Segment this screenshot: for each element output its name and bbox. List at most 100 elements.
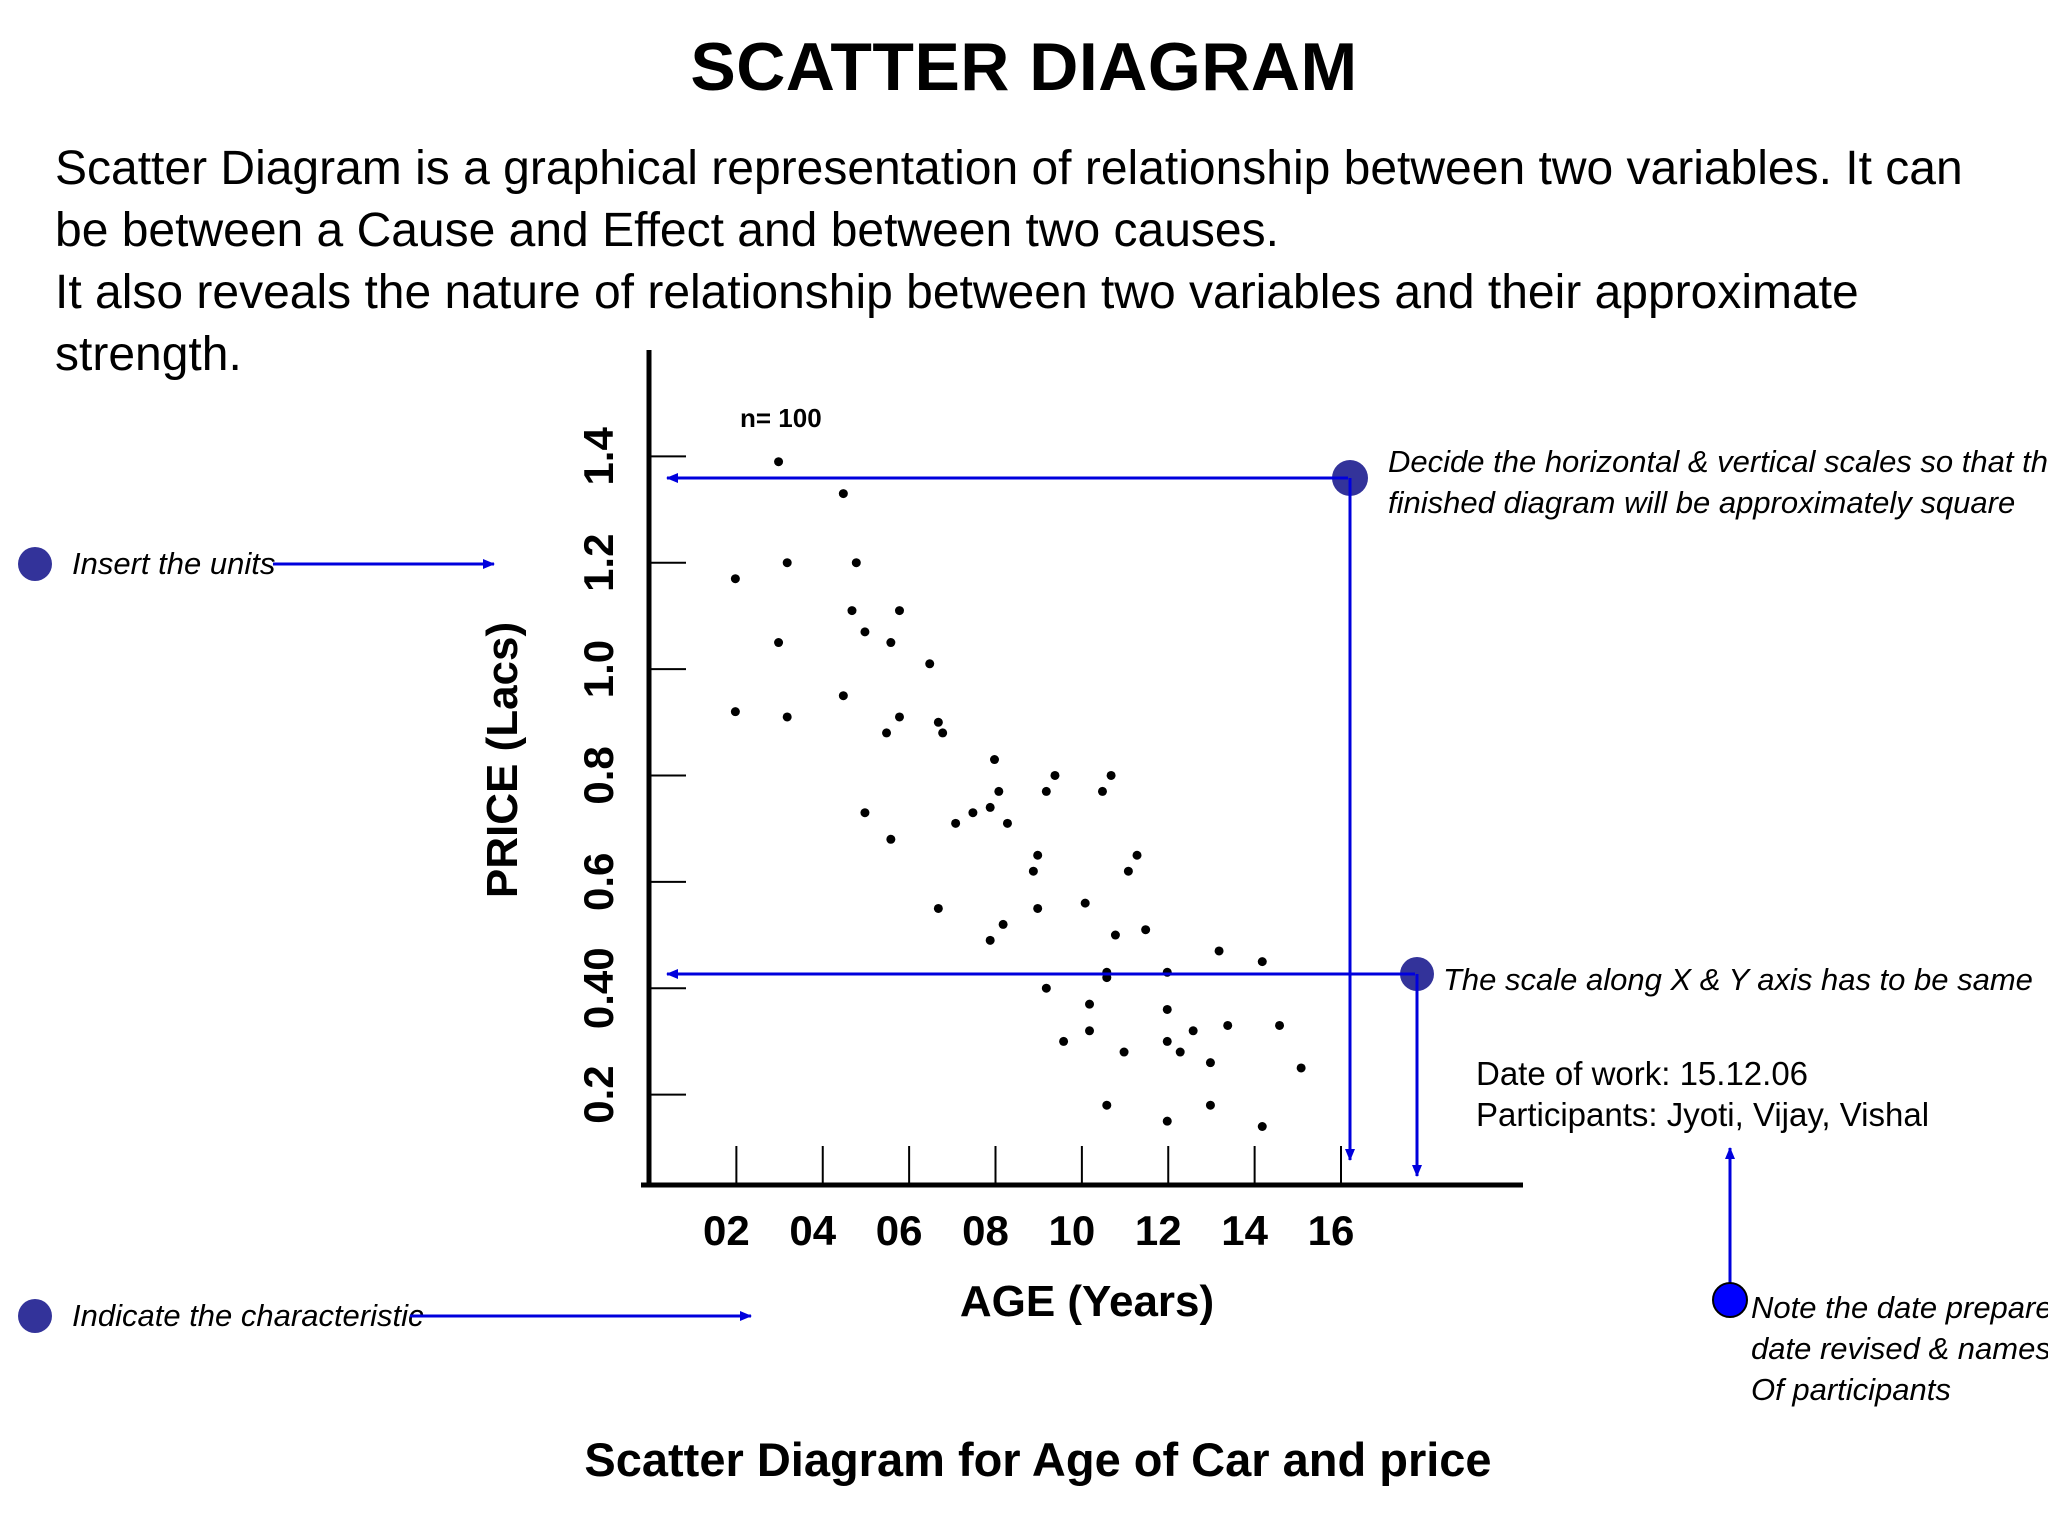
y-tick-label: 0.2	[575, 1065, 622, 1123]
data-point	[925, 659, 935, 669]
x-tick-label: 12	[1135, 1207, 1182, 1254]
annotation-insert-units: Insert the units	[72, 546, 275, 581]
data-point	[894, 606, 904, 616]
annotation-note-line-2: date revised & names	[1751, 1331, 2048, 1366]
data-point	[882, 728, 892, 738]
data-point	[1257, 1121, 1267, 1131]
data-points	[730, 457, 1306, 1131]
y-tick-label: 0.40	[575, 947, 622, 1029]
data-point	[886, 638, 896, 648]
data-point	[1205, 1100, 1215, 1110]
data-point	[1028, 866, 1038, 876]
annotation-square-line-2: finished diagram will be approximately s…	[1388, 485, 2015, 520]
bottom-caption: Scatter Diagram for Age of Car and price	[584, 1433, 1491, 1486]
data-point	[838, 691, 848, 701]
x-axis-ticks: 02 04 06 08 10 12 14 16	[703, 1146, 1354, 1254]
data-point	[1205, 1058, 1215, 1068]
data-point	[730, 707, 740, 717]
data-point	[1033, 903, 1043, 913]
data-point	[1162, 1004, 1172, 1014]
data-point	[1097, 786, 1107, 796]
date-of-work: Date of work: 15.12.06	[1476, 1055, 1808, 1092]
data-point	[1162, 1116, 1172, 1126]
data-point	[847, 606, 857, 616]
x-tick-label: 10	[1049, 1207, 1096, 1254]
data-point	[1257, 957, 1267, 967]
data-point	[1223, 1020, 1233, 1030]
page-title: SCATTER DIAGRAM	[690, 29, 1358, 105]
data-point	[1059, 1036, 1069, 1046]
data-point	[1296, 1063, 1306, 1073]
y-axis-ticks: 0.2 0.40 0.6 0.8 1.0 1.2 1.4	[575, 427, 686, 1124]
annotation-bullet-units	[18, 547, 52, 581]
x-tick-label: 14	[1221, 1207, 1268, 1254]
data-point	[886, 834, 896, 844]
data-point	[1102, 1100, 1112, 1110]
data-point	[1275, 1020, 1285, 1030]
annotation-note-line-3: Of participants	[1751, 1372, 1951, 1407]
data-point	[782, 558, 792, 568]
x-tick-label: 04	[789, 1207, 836, 1254]
intro-text: Scatter Diagram is a graphical represent…	[55, 138, 2015, 386]
y-axis-label: PRICE (Lacs)	[478, 622, 527, 898]
data-point	[998, 919, 1008, 929]
sample-size-label: n= 100	[740, 403, 822, 433]
x-axis-label: AGE (Years)	[960, 1277, 1214, 1326]
y-tick-label: 0.6	[575, 853, 622, 911]
annotation-bullet-note	[1712, 1282, 1748, 1318]
data-point	[860, 808, 870, 818]
data-point	[1119, 1047, 1129, 1057]
data-point	[1214, 946, 1224, 956]
intro-paragraph-2: It also reveals the nature of relationsh…	[55, 266, 1859, 381]
data-point	[1002, 818, 1012, 828]
data-point	[1132, 850, 1142, 860]
intro-paragraph-1: Scatter Diagram is a graphical represent…	[55, 142, 1963, 257]
x-tick-label: 06	[876, 1207, 923, 1254]
data-point	[1041, 786, 1051, 796]
data-point	[1033, 850, 1043, 860]
annotation-bullet-characteristic	[18, 1299, 52, 1333]
data-point	[1085, 1026, 1095, 1036]
data-point	[938, 728, 948, 738]
y-tick-label: 0.8	[575, 746, 622, 804]
data-point	[894, 712, 904, 722]
data-point	[782, 712, 792, 722]
data-point	[1123, 866, 1133, 876]
data-point	[1175, 1047, 1185, 1057]
data-point	[838, 489, 848, 499]
data-point	[1110, 930, 1120, 940]
data-point	[985, 802, 995, 812]
data-point	[1141, 925, 1151, 935]
data-point	[851, 558, 861, 568]
annotation-indicate-characteristic: Indicate the characteristic	[72, 1298, 424, 1333]
data-point	[774, 638, 784, 648]
y-tick-label: 1.4	[575, 427, 622, 486]
data-point	[994, 786, 1004, 796]
data-point	[1050, 770, 1060, 780]
data-point	[1188, 1026, 1198, 1036]
x-tick-label: 08	[962, 1207, 1009, 1254]
data-point	[990, 755, 999, 765]
y-tick-label: 1.2	[575, 534, 622, 592]
data-point	[933, 903, 943, 913]
x-tick-label: 02	[703, 1207, 750, 1254]
data-point	[951, 818, 961, 828]
data-point	[774, 457, 784, 467]
participants: Participants: Jyoti, Vijay, Vishal	[1476, 1096, 1929, 1133]
x-tick-label: 16	[1308, 1207, 1355, 1254]
annotation-square-line-1: Decide the horizontal & vertical scales …	[1388, 444, 2048, 479]
data-point	[730, 574, 740, 584]
data-point	[933, 717, 943, 727]
data-point	[1162, 1036, 1172, 1046]
data-point	[860, 627, 870, 637]
data-point	[1080, 898, 1090, 908]
data-point	[1085, 999, 1095, 1009]
data-point	[1106, 770, 1116, 780]
annotation-same-scale: The scale along X & Y axis has to be sam…	[1443, 962, 2033, 997]
annotation-note-line-1: Note the date prepared,	[1751, 1290, 2048, 1325]
data-point	[985, 935, 995, 945]
data-point	[968, 808, 978, 818]
data-point	[1041, 983, 1051, 993]
y-tick-label: 1.0	[575, 640, 622, 698]
